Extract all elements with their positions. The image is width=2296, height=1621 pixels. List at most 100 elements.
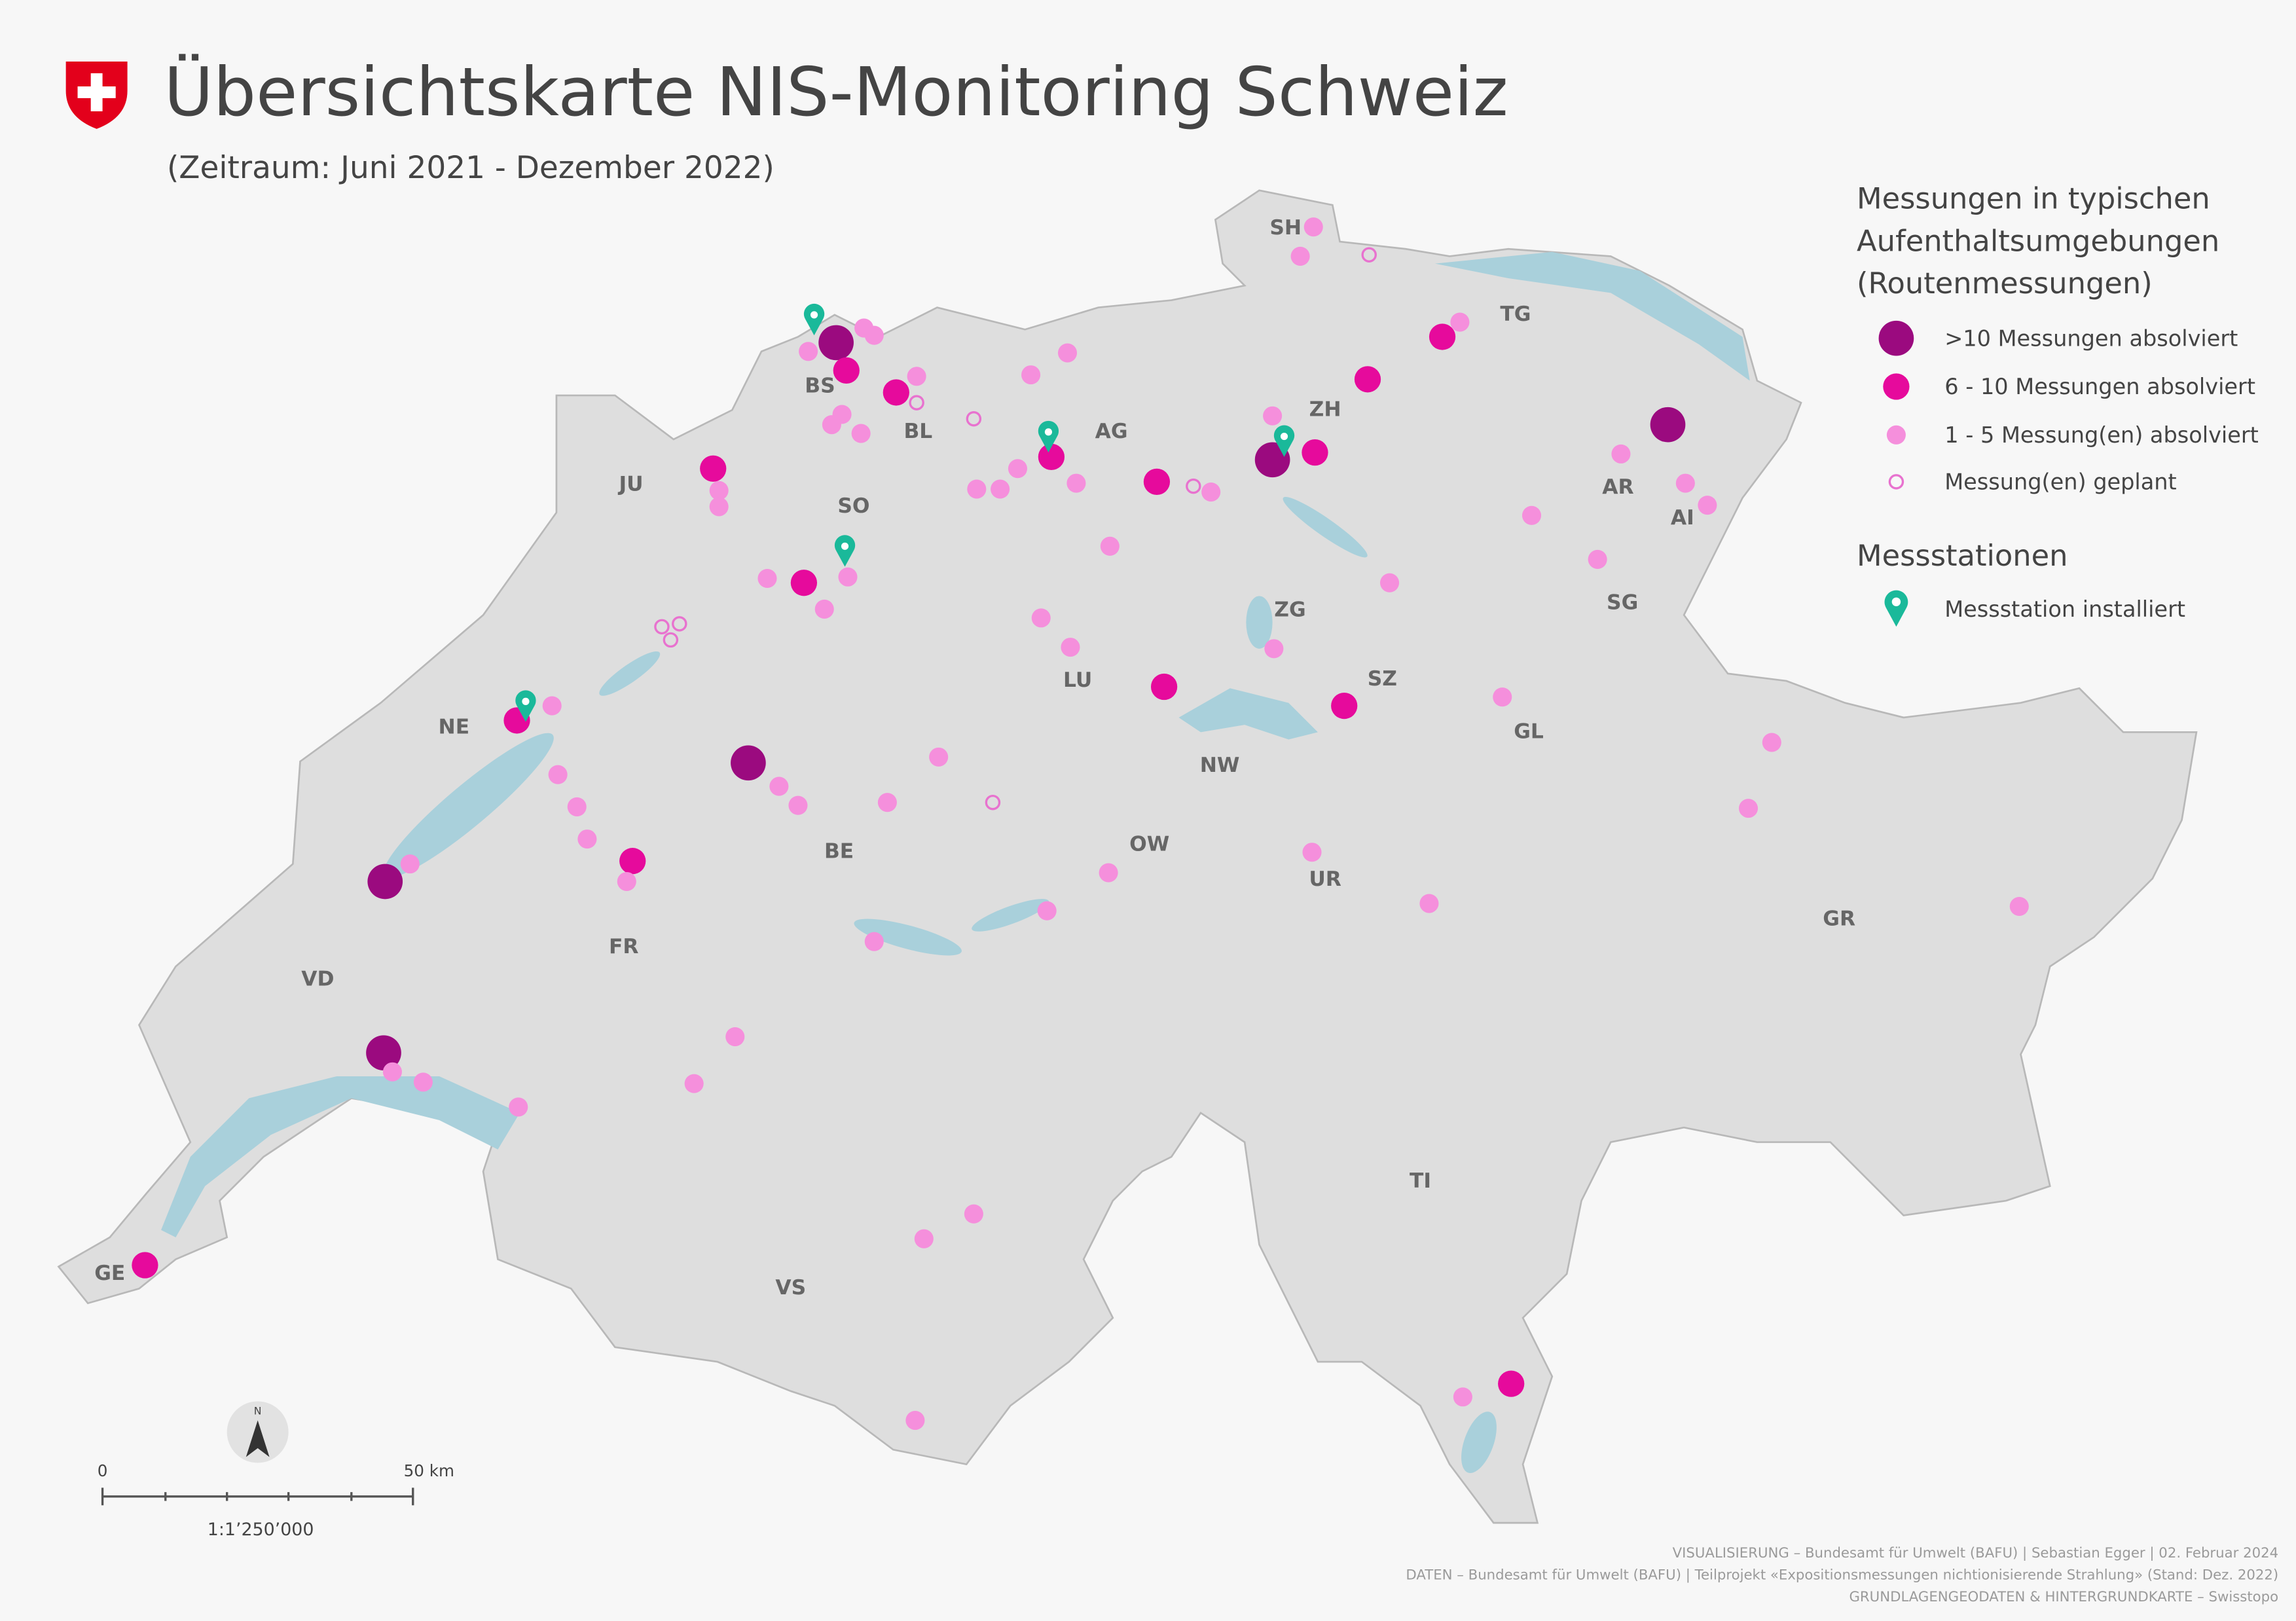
scale-end: 50 km (404, 1461, 454, 1480)
point-1-5 (1100, 536, 1120, 556)
canton-label: VS (775, 1276, 806, 1300)
legend-symbol (1891, 597, 1901, 606)
legend-item: Messstation installiert (1944, 596, 2185, 622)
canton-label: GR (1823, 907, 1855, 931)
point-planned (909, 395, 924, 410)
point-1-5 (1675, 473, 1695, 493)
point-1-5 (877, 793, 897, 812)
point-1-5 (914, 1229, 934, 1248)
point-planned (966, 410, 982, 427)
point-1-5 (1611, 444, 1631, 464)
canton-label: AR (1602, 475, 1633, 499)
point-planned (654, 619, 670, 635)
legend-symbol (1886, 425, 1906, 445)
scale-start: 0 (98, 1461, 108, 1480)
stations (515, 303, 1295, 722)
point-1-5 (905, 1411, 925, 1430)
canton-label: FR (609, 935, 638, 958)
point-1-5 (1698, 496, 1717, 515)
point-1-5 (1450, 312, 1470, 332)
legend-symbol (1878, 320, 1914, 356)
point-1-5 (1099, 863, 1118, 883)
point-over-10 (731, 745, 766, 781)
point-1-5 (864, 325, 884, 345)
canton-label: TG (1500, 302, 1531, 326)
point-1-5 (1522, 505, 1542, 525)
point-1-5 (709, 481, 729, 500)
point-6-10 (1150, 673, 1178, 701)
station-pin-dot (522, 697, 530, 705)
scale-ratio: 1:1’250’000 (208, 1520, 314, 1540)
point-6-10 (619, 848, 646, 875)
credit: GRUNDLAGENGEODATEN & HINTERGRUNDKARTE – … (1849, 1589, 2278, 1605)
credit: DATEN – Bundesamt für Umwelt (BAFU) | Te… (1406, 1567, 2278, 1584)
canton-label: BE (824, 840, 854, 864)
point-6-10 (700, 455, 727, 482)
legend-symbol (1884, 590, 1908, 627)
legend-item: 6 - 10 Messungen absolviert (1944, 374, 2255, 399)
point-1-5 (684, 1074, 704, 1093)
point-1-5 (1021, 365, 1041, 385)
point-1-5 (1264, 639, 1284, 659)
point-1-5 (567, 797, 587, 816)
point-planned (985, 794, 1001, 810)
point-1-5 (1419, 894, 1439, 913)
canton-label: SG (1607, 591, 1638, 615)
point-1-5 (542, 696, 562, 716)
point-6-10 (1354, 366, 1381, 393)
point-1-5 (548, 765, 568, 784)
canton-label: VD (301, 967, 334, 991)
canton-label: GE (94, 1262, 125, 1285)
point-1-5 (1738, 799, 1758, 818)
point-6-10 (883, 379, 909, 406)
canton-label: AG (1095, 420, 1128, 443)
point-1-5 (967, 479, 987, 499)
title: Übersichtskarte NIS-Monitoring Schweiz (164, 53, 1508, 132)
legend-title: Aufenthaltsumgebungen (1857, 223, 2219, 258)
point-planned (1186, 478, 1201, 494)
canton-label: OW (1129, 833, 1169, 856)
point-1-5 (1061, 638, 1080, 657)
legend-item: 1 - 5 Messung(en) absolviert (1944, 422, 2259, 448)
canton-label: SO (837, 494, 869, 518)
subtitle: (Zeitraum: Juni 2021 - Dezember 2022) (167, 150, 774, 186)
point-1-5 (725, 1027, 745, 1047)
north-label: N (254, 1405, 262, 1417)
legend-title: Messungen in typischen (1857, 181, 2210, 215)
point-1-5 (1588, 549, 1607, 569)
legend-item: >10 Messungen absolviert (1944, 325, 2238, 351)
point-6-10 (833, 357, 860, 384)
station-pin-dot (841, 542, 849, 550)
point-1-5 (1008, 459, 1027, 479)
point-over-10 (367, 864, 403, 900)
point-1-5 (1303, 217, 1323, 237)
point-1-5 (509, 1097, 528, 1117)
point-1-5 (838, 567, 858, 587)
canton-label: GL (1514, 719, 1544, 743)
canton-label: NE (439, 716, 470, 739)
canton-label: SH (1269, 216, 1302, 240)
station-pin (834, 535, 856, 567)
station-pin-dot (1280, 432, 1288, 441)
point-1-5 (1380, 573, 1400, 592)
point-1-5 (1031, 608, 1051, 628)
point-planned (672, 616, 687, 632)
point-1-5 (1066, 473, 1086, 493)
point-over-10 (818, 325, 854, 361)
point-1-5 (413, 1072, 433, 1092)
point-1-5 (851, 424, 871, 443)
station-pin (515, 690, 536, 722)
point-1-5 (822, 415, 841, 435)
point-1-5 (617, 871, 636, 892)
point-over-10 (1650, 407, 1686, 443)
station-pin (1273, 425, 1295, 457)
point-1-5 (1057, 343, 1078, 363)
canton-label: JU (617, 472, 643, 496)
point-6-10 (132, 1252, 158, 1279)
canton-label: SZ (1368, 667, 1397, 691)
point-1-5 (929, 747, 949, 767)
canton-label: TI (1410, 1169, 1431, 1193)
point-1-5 (769, 776, 789, 796)
